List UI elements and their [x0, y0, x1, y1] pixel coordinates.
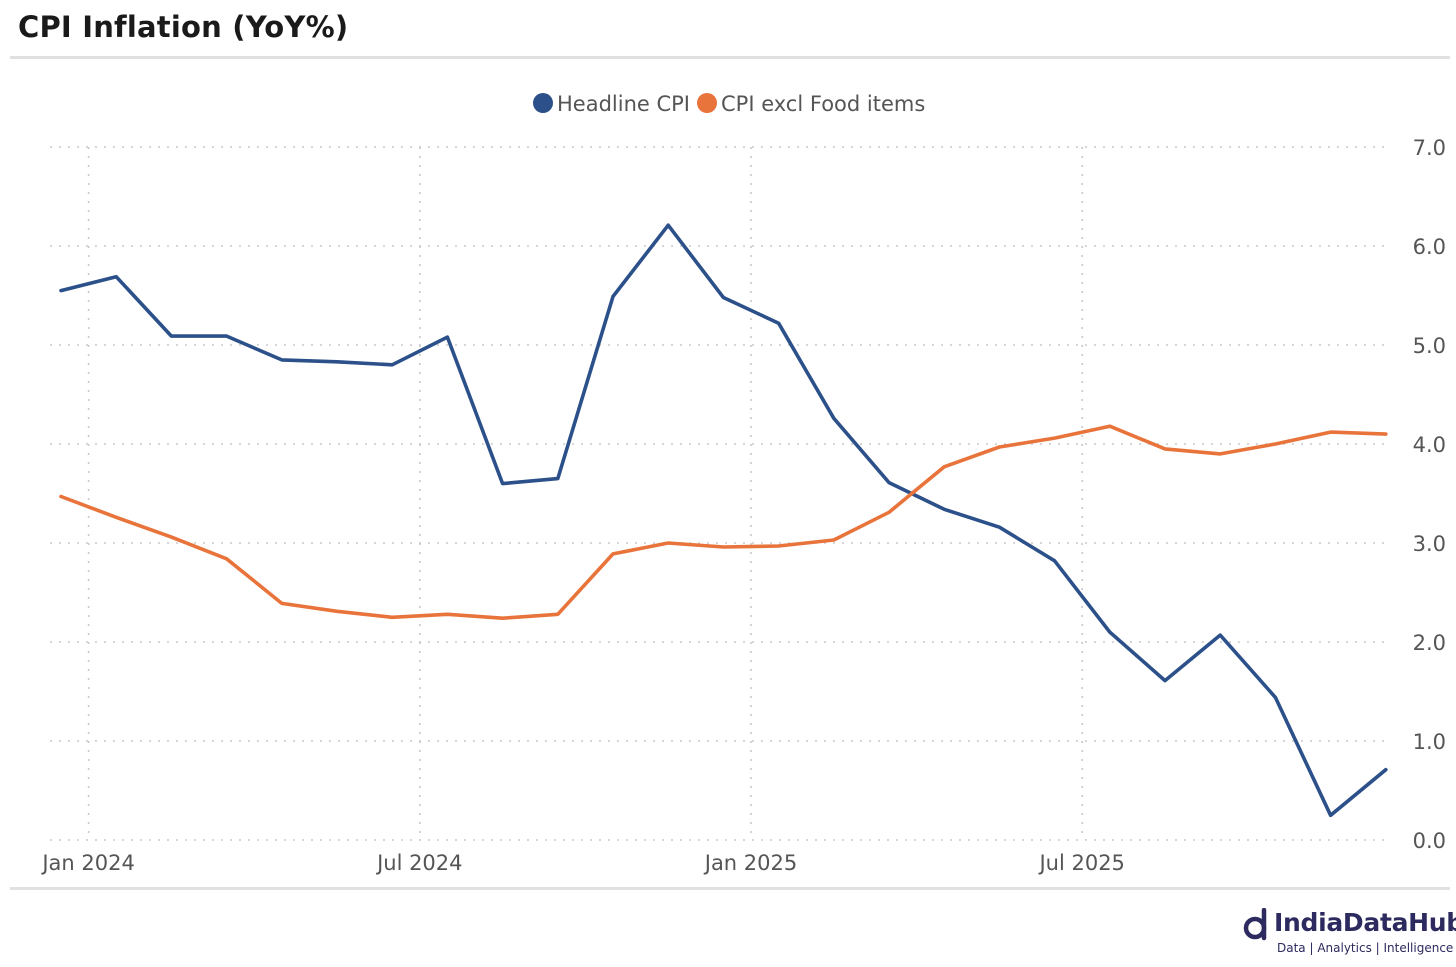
y-tick-label: 3.0	[1413, 532, 1446, 556]
y-tick-label: 2.0	[1413, 631, 1446, 655]
x-tick-label: Jan 2025	[703, 851, 798, 875]
y-tick-label: 6.0	[1413, 235, 1446, 259]
y-tick-label: 5.0	[1413, 334, 1446, 358]
axis-labels: 0.0 1.0 2.0 3.0 4.0 5.0 6.0 7.0 Jan 2024 Jul 2024…	[40, 136, 1446, 875]
grid-lines	[50, 146, 1385, 841]
brand-tagline: Data | Analytics | Intelligence	[1277, 941, 1454, 955]
brand-d-icon	[1243, 908, 1267, 941]
legend-label: CPI excl Food items	[721, 92, 925, 116]
headline-cpi-line	[59, 223, 1388, 818]
y-tick-label: 4.0	[1413, 433, 1446, 457]
x-tick-label: Jul 2025	[1037, 851, 1124, 875]
legend-cpi-excl-food[interactable]: CPI excl Food items	[697, 92, 925, 116]
brand-logo: IndiaDataHub Data | Analytics | Intellig…	[1243, 906, 1456, 962]
footer-divider	[10, 887, 1450, 890]
legend-marker-icon	[533, 93, 553, 113]
y-tick-label: 1.0	[1413, 730, 1446, 754]
y-tick-label: 7.0	[1413, 136, 1446, 160]
legend-label: Headline CPI	[557, 92, 690, 116]
y-tick-label: 0.0	[1413, 829, 1446, 853]
cpi-excl-food-line	[59, 424, 1388, 621]
series-lines	[59, 223, 1388, 818]
legend[interactable]: Headline CPI CPI excl Food items	[533, 92, 925, 116]
brand-name: IndiaDataHub	[1274, 908, 1456, 937]
page-title: CPI Inflation (YoY%)	[18, 10, 349, 44]
x-tick-label: Jul 2024	[375, 851, 462, 875]
title-divider	[10, 56, 1450, 59]
x-tick-label: Jan 2024	[40, 851, 135, 875]
legend-marker-icon	[697, 93, 717, 113]
legend-headline-cpi[interactable]: Headline CPI	[533, 92, 690, 116]
